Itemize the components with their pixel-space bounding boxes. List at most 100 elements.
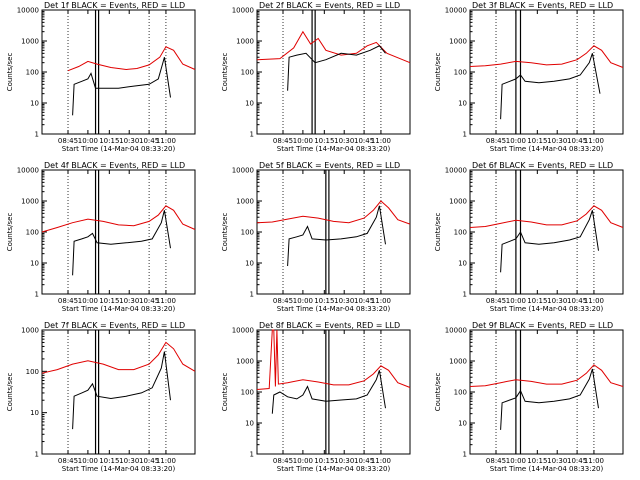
y-axis-label: Counts/sec [221, 213, 229, 252]
y-tick-label: 10 [30, 260, 39, 268]
y-tick-label: 100 [241, 389, 254, 397]
x-axis-label: Start Time (14-Mar-04 08:33:20) [62, 305, 176, 313]
y-tick-label: 100 [454, 389, 467, 397]
y-tick-label: 10 [245, 420, 254, 428]
x-tick-label: 11:00 [156, 137, 176, 145]
plot-frame [469, 9, 624, 135]
y-tick-label: 10 [245, 260, 254, 268]
y-axis-label: Counts/sec [221, 53, 229, 92]
y-tick-label: 1 [35, 131, 39, 139]
detector-panel-6: Det 6f BLACK = Events, RED = LLD 1 10 100 10… [434, 161, 624, 313]
y-tick-label: 1 [35, 291, 39, 299]
x-axis-label: Start Time (14-Mar-04 08:33:20) [277, 145, 391, 153]
y-tick-label: 10000 [17, 7, 39, 15]
x-tick-label: 10:15 [99, 457, 119, 465]
detector-panel-4: Det 4f BLACK = Events, RED = LLD 1 10 100 10… [6, 161, 196, 313]
y-tick-label: 1000 [21, 327, 39, 335]
lld-series-line [256, 200, 411, 225]
detector-panel-7: Det 7f BLACK = Events, RED = LLD 1 10 100 10… [6, 321, 196, 473]
y-tick-label: 100 [241, 229, 254, 237]
x-tick-label: 10:30 [119, 137, 139, 145]
y-tick-label: 1 [463, 291, 467, 299]
x-axis-label: Start Time (14-Mar-04 08:33:20) [490, 305, 604, 313]
lld-series-line [469, 364, 624, 387]
x-tick-label: 10:45 [354, 297, 374, 305]
x-tick-label: 10:00 [293, 137, 313, 145]
x-tick-label: 10:15 [99, 297, 119, 305]
x-tick-label: 10:00 [78, 457, 98, 465]
x-tick-label: 11:00 [584, 457, 604, 465]
y-tick-label: 10000 [445, 167, 467, 175]
events-series-line [271, 370, 386, 414]
y-tick-label: 100 [26, 368, 39, 376]
x-tick-label: 10:45 [567, 137, 587, 145]
x-tick-label: 10:30 [334, 137, 354, 145]
detector-panel-9: Det 9f BLACK = Events, RED = LLD 1 10 100 10… [434, 321, 624, 473]
events-series-line [500, 53, 601, 120]
x-tick-label: 10:15 [527, 297, 547, 305]
panel-title: Det 9f BLACK = Events, RED = LLD [472, 321, 613, 330]
y-tick-label: 10000 [232, 7, 254, 15]
y-tick-label: 10 [458, 260, 467, 268]
plot-frame [256, 9, 411, 135]
x-tick-label: 10:45 [354, 457, 374, 465]
y-axis-label: Counts/sec [221, 373, 229, 412]
x-tick-label: 11:00 [584, 137, 604, 145]
lld-series-line [469, 205, 624, 228]
x-axis-label: Start Time (14-Mar-04 08:33:20) [490, 145, 604, 153]
y-axis-label: Counts/sec [6, 53, 14, 92]
panel-title: Det 4f BLACK = Events, RED = LLD [44, 161, 185, 170]
y-axis-label: Counts/sec [6, 373, 14, 412]
x-axis-label: Start Time (14-Mar-04 08:33:20) [62, 145, 176, 153]
x-tick-label: 10:00 [506, 137, 526, 145]
y-tick-label: 10 [458, 100, 467, 108]
y-tick-label: 100 [241, 69, 254, 77]
y-tick-label: 100 [454, 69, 467, 77]
x-axis-label: Start Time (14-Mar-04 08:33:20) [62, 465, 176, 473]
x-tick-label: 08:45 [486, 137, 506, 145]
panel-title: Det 6f BLACK = Events, RED = LLD [472, 161, 613, 170]
plot-frame [41, 169, 196, 295]
x-tick-label: 10:15 [314, 137, 334, 145]
y-tick-label: 10000 [232, 327, 254, 335]
panel-title: Det 7f BLACK = Events, RED = LLD [44, 321, 185, 330]
y-tick-label: 1000 [21, 198, 39, 206]
y-tick-label: 10000 [232, 167, 254, 175]
x-tick-label: 10:00 [78, 137, 98, 145]
x-tick-label: 11:00 [156, 297, 176, 305]
y-tick-label: 1 [35, 451, 39, 459]
x-tick-label: 08:45 [273, 457, 293, 465]
y-tick-label: 1000 [21, 38, 39, 46]
x-tick-label: 11:00 [156, 457, 176, 465]
x-tick-label: 11:00 [371, 297, 391, 305]
events-series-line [72, 351, 171, 430]
detector-panel-5: Det 5f BLACK = Events, RED = LLD 1 10 100 10… [221, 161, 411, 313]
y-tick-label: 10000 [17, 167, 39, 175]
detector-panel-2: Det 2f BLACK = Events, RED = LLD 1 10 100 10… [221, 1, 411, 153]
y-tick-label: 1 [463, 131, 467, 139]
x-tick-label: 10:15 [527, 137, 547, 145]
x-tick-label: 10:45 [567, 297, 587, 305]
x-tick-label: 11:00 [371, 137, 391, 145]
x-tick-label: 10:00 [293, 457, 313, 465]
x-tick-label: 08:45 [58, 457, 78, 465]
x-tick-label: 10:15 [527, 457, 547, 465]
plot-frame [469, 169, 624, 295]
lld-series-line [67, 46, 196, 72]
x-tick-label: 10:30 [119, 297, 139, 305]
y-tick-label: 10 [30, 100, 39, 108]
events-series-line [72, 57, 171, 116]
panel-title: Det 2f BLACK = Events, RED = LLD [259, 1, 400, 10]
y-tick-label: 1000 [236, 358, 254, 366]
panel-title: Det 8f BLACK = Events, RED = LLD [259, 321, 400, 330]
events-series-line [500, 368, 599, 430]
y-tick-label: 1000 [449, 198, 467, 206]
plot-frame [41, 329, 196, 455]
x-tick-label: 08:45 [273, 137, 293, 145]
plot-frame [41, 9, 196, 135]
detector-panel-1: Det 1f BLACK = Events, RED = LLD 1 10 100 10… [6, 1, 196, 153]
x-tick-label: 10:30 [334, 457, 354, 465]
x-tick-label: 08:45 [486, 457, 506, 465]
x-tick-label: 10:30 [119, 457, 139, 465]
